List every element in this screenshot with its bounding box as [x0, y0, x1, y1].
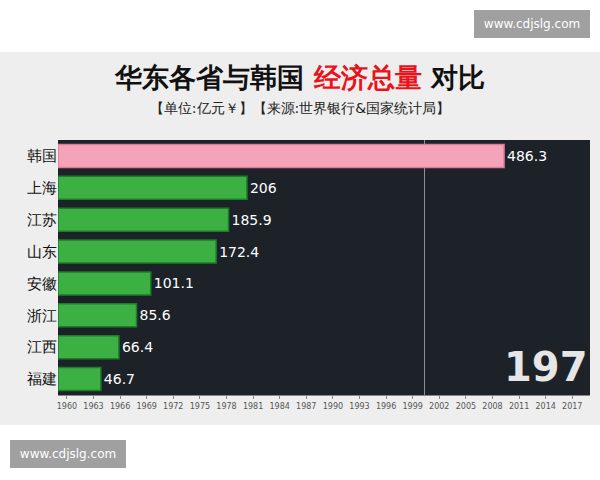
svg-text:66.4: 66.4: [122, 339, 153, 355]
svg-text:46.7: 46.7: [104, 371, 135, 387]
svg-text:101.1: 101.1: [154, 275, 194, 291]
svg-text:1996: 1996: [376, 402, 396, 411]
svg-text:福建: 福建: [27, 370, 57, 388]
svg-text:1969: 1969: [136, 402, 156, 411]
svg-text:172.4: 172.4: [219, 244, 259, 260]
svg-text:1963: 1963: [83, 402, 103, 411]
svg-text:85.6: 85.6: [140, 307, 171, 323]
svg-text:江苏: 江苏: [27, 211, 57, 229]
html-text:www.cdjslg.com: www.cdjslg.com: [483, 17, 581, 31]
svg-text:206: 206: [250, 180, 277, 196]
svg-text:2005: 2005: [456, 402, 476, 411]
svg-text:185.9: 185.9: [232, 212, 272, 228]
svg-text:197: 197: [504, 344, 588, 390]
html-text:www.cdjslg.com: www.cdjslg.com: [19, 447, 117, 461]
svg-text:江西: 江西: [27, 338, 57, 356]
svg-text:山东: 山东: [27, 243, 57, 261]
svg-text:486.3: 486.3: [507, 148, 547, 164]
svg-text:1978: 1978: [216, 402, 236, 411]
svg-text:2017: 2017: [562, 402, 582, 411]
svg-text:上海: 上海: [27, 179, 57, 197]
svg-text:1975: 1975: [190, 402, 210, 411]
html-text:【单位:亿元￥】【来源:世界银行&国家统计局】: 【单位:亿元￥】【来源:世界银行&国家统计局】: [149, 100, 451, 116]
html-text:华东各省与韩国 经济总量 对比: 华东各省与韩国 经济总量 对比: [115, 62, 485, 93]
svg-text:1960: 1960: [57, 402, 77, 411]
svg-text:1966: 1966: [110, 402, 130, 411]
svg-text:韩国: 韩国: [27, 147, 57, 165]
svg-text:1999: 1999: [402, 402, 422, 411]
svg-text:浙江: 浙江: [27, 307, 57, 325]
svg-text:1987: 1987: [296, 402, 316, 411]
svg-text:1990: 1990: [323, 402, 343, 411]
svg-text:2008: 2008: [482, 402, 502, 411]
svg-text:2011: 2011: [509, 402, 529, 411]
svg-text:1984: 1984: [269, 402, 289, 411]
svg-text:1972: 1972: [163, 402, 183, 411]
svg-text:安徽: 安徽: [27, 275, 57, 293]
svg-text:2002: 2002: [429, 402, 449, 411]
svg-text:1993: 1993: [349, 402, 369, 411]
svg-text:1981: 1981: [243, 402, 263, 411]
svg-text:2014: 2014: [535, 402, 555, 411]
